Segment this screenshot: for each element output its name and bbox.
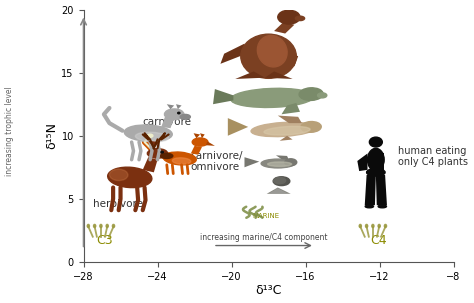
Text: C4: C4 [370, 234, 387, 247]
Ellipse shape [261, 159, 294, 168]
Polygon shape [235, 72, 265, 79]
Ellipse shape [278, 10, 300, 24]
Polygon shape [269, 188, 287, 193]
Polygon shape [176, 104, 182, 109]
Ellipse shape [173, 158, 191, 164]
Ellipse shape [180, 115, 191, 119]
Polygon shape [191, 146, 202, 155]
Ellipse shape [136, 132, 169, 142]
Polygon shape [206, 142, 215, 146]
Text: C3: C3 [97, 234, 113, 247]
Ellipse shape [318, 93, 327, 98]
Polygon shape [278, 115, 302, 123]
Ellipse shape [164, 109, 184, 120]
Ellipse shape [192, 138, 208, 146]
Polygon shape [282, 103, 300, 114]
Polygon shape [382, 153, 384, 174]
Ellipse shape [301, 122, 321, 132]
Ellipse shape [285, 159, 297, 166]
Ellipse shape [109, 169, 128, 181]
Ellipse shape [161, 151, 164, 153]
Ellipse shape [124, 125, 172, 142]
Polygon shape [274, 22, 294, 34]
Polygon shape [357, 153, 367, 171]
Ellipse shape [367, 148, 384, 171]
Polygon shape [161, 117, 174, 128]
Polygon shape [213, 89, 233, 104]
Text: increasing marine/C4 component: increasing marine/C4 component [200, 233, 328, 242]
Ellipse shape [231, 88, 314, 108]
Polygon shape [265, 72, 292, 79]
Y-axis label: δ¹⁵N: δ¹⁵N [46, 122, 59, 149]
Ellipse shape [87, 225, 90, 228]
Ellipse shape [268, 162, 292, 166]
Text: MARINE: MARINE [252, 213, 279, 219]
X-axis label: δ¹³C: δ¹³C [255, 285, 282, 298]
Polygon shape [148, 141, 159, 148]
Polygon shape [274, 47, 298, 66]
Ellipse shape [384, 225, 387, 228]
Ellipse shape [108, 167, 152, 188]
Ellipse shape [378, 205, 386, 208]
Ellipse shape [273, 177, 286, 184]
Polygon shape [376, 175, 387, 205]
Ellipse shape [372, 225, 374, 228]
Text: herbivore: herbivore [93, 199, 143, 209]
Ellipse shape [93, 225, 96, 228]
Ellipse shape [100, 225, 102, 228]
Ellipse shape [365, 225, 368, 228]
Ellipse shape [112, 225, 115, 228]
Polygon shape [143, 157, 157, 172]
Text: carnivore/
omnivore: carnivore/ omnivore [191, 151, 243, 172]
Ellipse shape [257, 35, 287, 67]
Polygon shape [280, 136, 292, 141]
Ellipse shape [251, 122, 316, 137]
Ellipse shape [147, 149, 168, 158]
Text: increasing trophic level: increasing trophic level [5, 86, 14, 175]
Polygon shape [276, 155, 289, 160]
Ellipse shape [147, 134, 153, 137]
Ellipse shape [369, 137, 383, 147]
Ellipse shape [163, 152, 196, 165]
Ellipse shape [161, 153, 173, 158]
Ellipse shape [295, 16, 305, 21]
Polygon shape [267, 188, 291, 194]
Polygon shape [365, 175, 376, 205]
Ellipse shape [106, 225, 109, 228]
Polygon shape [228, 118, 248, 136]
Ellipse shape [273, 177, 290, 186]
Ellipse shape [365, 205, 374, 208]
Ellipse shape [359, 225, 361, 228]
Polygon shape [167, 104, 174, 109]
Text: carnivore: carnivore [143, 117, 191, 127]
Ellipse shape [366, 168, 385, 176]
Ellipse shape [178, 112, 180, 114]
Ellipse shape [264, 126, 310, 135]
Polygon shape [220, 44, 246, 64]
Ellipse shape [378, 225, 380, 228]
Polygon shape [200, 133, 205, 138]
Text: human eating
only C4 plants: human eating only C4 plants [398, 146, 468, 168]
Ellipse shape [241, 34, 296, 78]
Ellipse shape [299, 88, 323, 100]
Polygon shape [245, 157, 259, 167]
Polygon shape [193, 133, 200, 138]
